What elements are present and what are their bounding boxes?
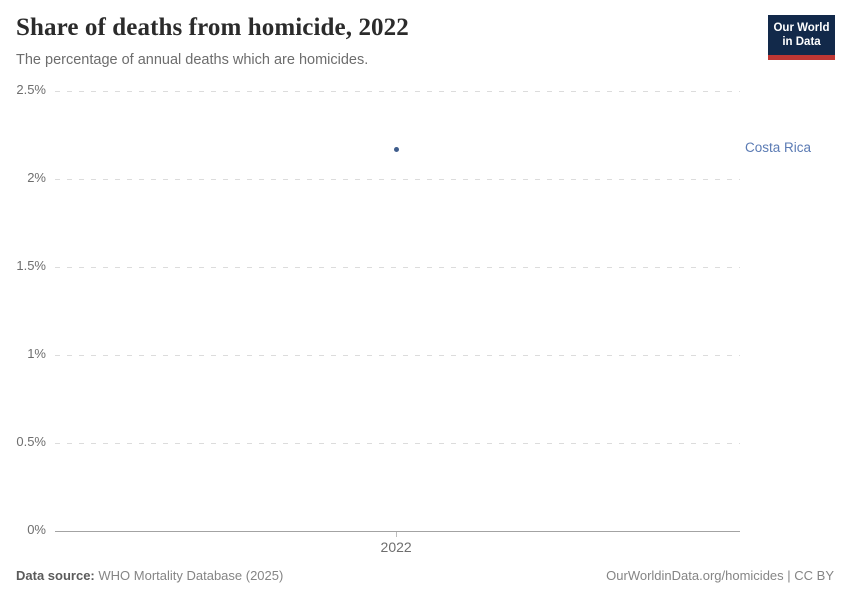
x-axis-line [55,530,740,532]
entity-label: Costa Rica [745,140,812,156]
y-tick-label: 0% [27,522,46,537]
owid-logo-line1: Our World [773,22,830,34]
owid-logo: Our World in Data [768,15,835,60]
chart-title: Share of deaths from homicide, 2022 [16,14,409,41]
data-point [393,146,399,152]
x-tick-mark [396,532,398,537]
data-source-note: Data source: WHO Mortality Database (202… [16,568,283,583]
y-tick-label: 2.5% [16,82,46,97]
chart-footer: Data source: WHO Mortality Database (202… [16,568,834,583]
y-gridline [55,354,740,356]
y-gridline [55,442,740,444]
license-text: OurWorldinData.org/homicides | CC BY [606,568,834,583]
data-source-value: WHO Mortality Database (2025) [98,568,284,583]
y-tick-label: 2% [27,170,46,185]
data-source-label: Data source: [16,568,95,583]
y-gridline [55,90,740,92]
x-tick-label: 2022 [380,539,412,555]
license-note: OurWorldinData.org/homicides | CC BY [606,568,834,583]
y-gridline [55,266,740,268]
y-tick-label: 0.5% [16,434,46,449]
y-tick-label: 1.5% [16,258,46,273]
chart-subtitle: The percentage of annual deaths which ar… [16,52,369,68]
owid-logo-line2: in Data [782,36,821,48]
y-tick-label: 1% [27,346,46,361]
y-gridline [55,178,740,180]
